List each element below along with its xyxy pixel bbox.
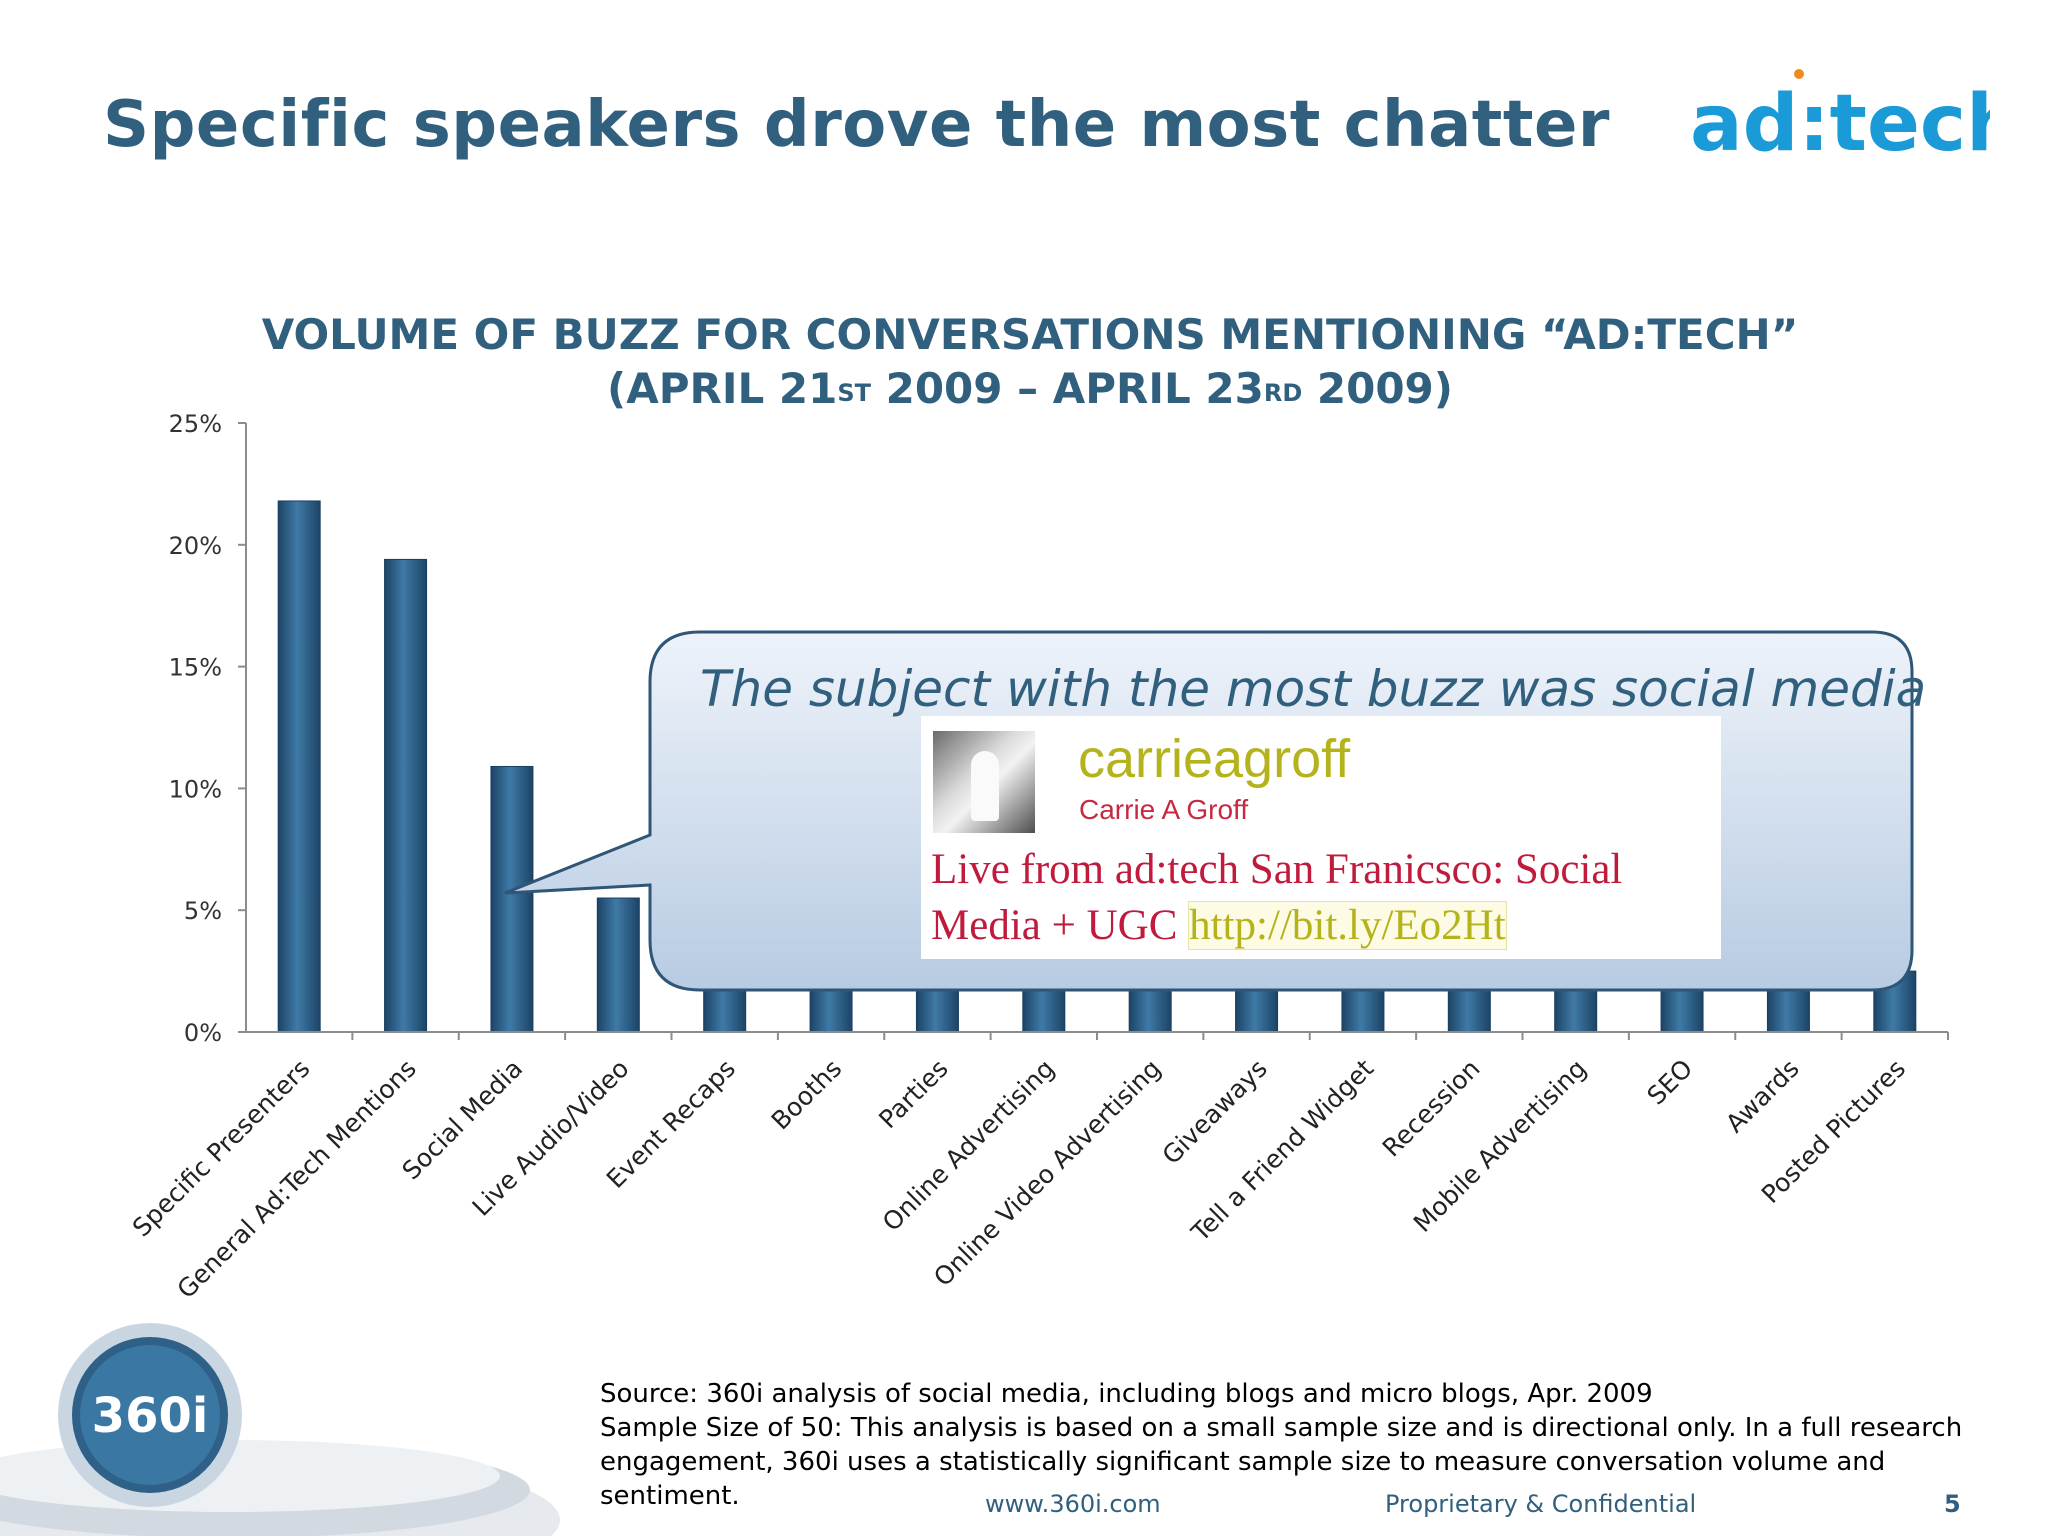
page-title: Specific speakers drove the most chatter (103, 88, 1610, 162)
x-tick-label: Recession (1377, 1054, 1486, 1163)
x-tick-label: Giveaways (1157, 1054, 1273, 1170)
footer-url[interactable]: www.360i.com (985, 1490, 1161, 1518)
y-tick-label: 0% (184, 1019, 222, 1047)
chart-title: VOLUME OF BUZZ FOR CONVERSATIONS MENTION… (260, 308, 1800, 416)
page-number: 5 (1944, 1490, 1961, 1518)
x-tick-label: SEO (1641, 1054, 1698, 1111)
bar (490, 765, 534, 1033)
footnote-source: Source: 360i analysis of social media, i… (600, 1379, 1653, 1409)
bar (384, 558, 428, 1033)
y-tick-label: 10% (169, 775, 222, 803)
tweet-full-name: Carrie A Groff (1079, 794, 1249, 825)
svg-text:ad:tech: ad:tech (1690, 79, 1990, 169)
tweet-username: carrieagroff (1078, 729, 1351, 789)
tweet-card: carrieagroff Carrie A Groff Live from ad… (921, 716, 1721, 959)
chart-title-line1: VOLUME OF BUZZ FOR CONVERSATIONS MENTION… (261, 310, 1799, 359)
tweet-link[interactable]: http://bit.ly/Eo2Ht (1188, 901, 1507, 950)
x-tick-label: Awards (1720, 1054, 1805, 1139)
adtech-logo: ad:tech (1690, 69, 1990, 169)
x-tick-label: Booths (766, 1054, 848, 1136)
footer-confidential: Proprietary & Confidential (1385, 1490, 1697, 1518)
360i-pedestal-logo: 360i (0, 1323, 560, 1536)
y-tick-label: 20% (169, 532, 222, 560)
bar (596, 897, 640, 1033)
tweet-message: Live from ad:tech San Franicsco: Social … (931, 846, 1623, 950)
360i-logo-text: 360i (92, 1388, 209, 1444)
y-tick-label: 5% (184, 897, 222, 925)
bar (277, 500, 321, 1033)
footnote: Source: 360i analysis of social media, i… (600, 1377, 2020, 1513)
y-tick-label: 25% (169, 410, 222, 438)
y-tick-label: 15% (169, 654, 222, 682)
chart-title-line2: (APRIL 21ST 2009 – APRIL 23RD 2009) (607, 364, 1453, 413)
callout-text: The subject with the most buzz was socia… (700, 660, 1927, 718)
avatar (933, 731, 1035, 833)
x-tick-label: Parties (873, 1054, 953, 1134)
footnote-sample: Sample Size of 50: This analysis is base… (600, 1413, 1963, 1511)
x-tick-label: Mobile Advertising (1408, 1054, 1592, 1238)
x-tick-label: Online Video Advertising (928, 1054, 1166, 1292)
x-tick-label: Specific Presenters (127, 1054, 316, 1243)
x-tick-label: Tell a Friend Widget (1185, 1054, 1379, 1248)
